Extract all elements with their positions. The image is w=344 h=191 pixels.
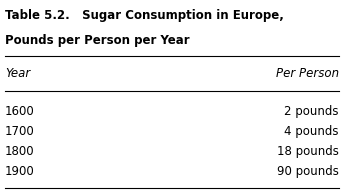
Text: 2 pounds: 2 pounds bbox=[284, 105, 339, 118]
Text: 1600: 1600 bbox=[5, 105, 35, 118]
Text: 1800: 1800 bbox=[5, 145, 35, 158]
Text: 1900: 1900 bbox=[5, 165, 35, 178]
Text: 90 pounds: 90 pounds bbox=[277, 165, 339, 178]
Text: Per Person: Per Person bbox=[276, 67, 339, 80]
Text: 4 pounds: 4 pounds bbox=[284, 125, 339, 138]
Text: Pounds per Person per Year: Pounds per Person per Year bbox=[5, 34, 190, 47]
Text: 18 pounds: 18 pounds bbox=[277, 145, 339, 158]
Text: 1700: 1700 bbox=[5, 125, 35, 138]
Text: Year: Year bbox=[5, 67, 30, 80]
Text: Table 5.2.   Sugar Consumption in Europe,: Table 5.2. Sugar Consumption in Europe, bbox=[5, 9, 284, 22]
